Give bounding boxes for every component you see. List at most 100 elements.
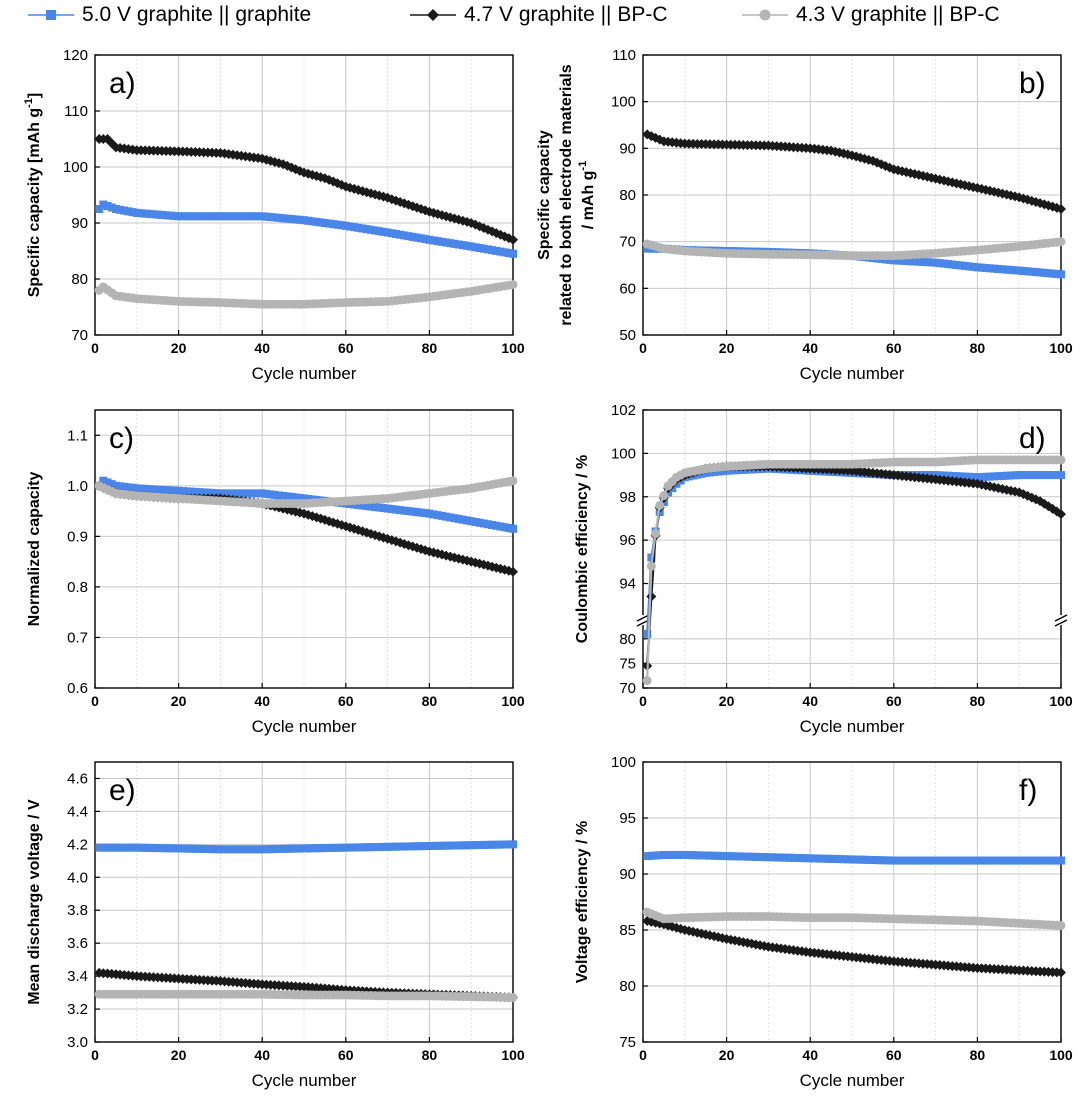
point-b-s0-88: [1011, 266, 1020, 275]
point-c-s0-29: [216, 489, 225, 498]
panel-f: 0 20 40 60 80 100 75 80 85 90 95 100 Cycle number Vol…: [574, 754, 1073, 1090]
point-d-s0-1: [647, 553, 656, 562]
point-d-s0-91: [1023, 471, 1032, 480]
point-e-s0-74: [404, 842, 413, 851]
point-f-s0-97: [1048, 856, 1057, 865]
y-tick-label-f-2: 85: [619, 922, 636, 939]
y-tick-label-d-7: 102: [611, 402, 636, 419]
point-f-s0-95: [1040, 856, 1049, 865]
point-e-s0-8: [128, 843, 137, 852]
plot-frame-f: [642, 761, 1062, 1043]
point-d-s2-0: [642, 676, 652, 686]
point-f-s0-60: [893, 856, 902, 865]
point-e-s0-5: [116, 843, 125, 852]
y-tick-label-f-1: 80: [619, 978, 636, 995]
point-b-s0-81: [981, 263, 990, 272]
point-f-s0-19: [722, 852, 731, 861]
point-c-s0-15: [157, 485, 166, 494]
y-tick-label-e-0: 3.0: [67, 1034, 88, 1051]
point-d-s0-81: [981, 472, 990, 481]
point-b-s0-61: [898, 256, 907, 265]
point-c-s0-2: [103, 478, 112, 487]
point-e-s0-4: [111, 843, 120, 852]
y-tick-label-f-5: 100: [611, 754, 636, 771]
point-f-s0-2: [651, 851, 660, 860]
point-b-s0-89: [1015, 266, 1024, 275]
point-f-s0-29: [764, 853, 773, 862]
point-e-s0-26: [203, 845, 212, 854]
point-f-s0-61: [898, 856, 907, 865]
point-a-s0-40: [262, 212, 271, 221]
point-f-s0-65: [914, 856, 923, 865]
point-a-s0-84: [446, 239, 455, 248]
x-tick-label-c-3: 60: [338, 693, 354, 709]
point-f-s0-62: [902, 856, 911, 865]
point-e-s0-49: [300, 844, 308, 853]
x-tick-label-c-1: 20: [171, 693, 187, 709]
plot-frame-c: [94, 409, 514, 689]
point-e-s0-94: [488, 840, 497, 849]
x-axis-label-b: Cycle number: [800, 364, 905, 383]
point-a-s0-6: [120, 206, 129, 215]
point-d-s0-86: [1002, 471, 1011, 480]
point-e-s0-34: [237, 845, 246, 854]
point-e-s0-18: [170, 844, 179, 853]
point-f-s0-45: [831, 854, 840, 863]
point-f-s0-33: [781, 853, 790, 862]
point-b-s0-68: [927, 258, 936, 267]
point-a-s0-35: [241, 212, 250, 221]
point-f-s0-36: [793, 853, 802, 862]
legend-label: 4.7 V graphite || BP-C: [464, 3, 668, 26]
point-c-s0-11: [141, 484, 150, 493]
point-c-s0-89: [467, 517, 476, 526]
point-c-s0-16: [162, 486, 171, 495]
point-c-s0-81: [433, 511, 442, 520]
point-c-s0-44: [279, 491, 288, 500]
point-c-s0-34: [237, 489, 246, 498]
x-tick-label-c-4: 80: [422, 693, 438, 709]
point-a-s0-3: [107, 203, 116, 212]
point-f-s0-59: [889, 856, 898, 865]
y-tick-label-e-8: 4.6: [67, 770, 88, 787]
point-a-s0-39: [258, 212, 267, 221]
plot-frame-a: [94, 54, 514, 336]
point-e-s0-69: [383, 842, 392, 851]
point-d-s0-85: [998, 471, 1007, 480]
legend-item-5v-graphite: 5.0 V graphite || graphite: [28, 2, 311, 28]
point-d-s0-88: [1011, 471, 1020, 480]
point-a-s0-59: [341, 221, 350, 230]
point-f-s0-74: [952, 856, 961, 865]
x-tick-label-a-0: 0: [91, 340, 99, 356]
point-c-s0-88: [463, 516, 472, 525]
point-e-s0-41: [266, 845, 275, 854]
y-tick-label-e-6: 4.2: [67, 836, 88, 853]
point-b-s0-60: [893, 256, 902, 265]
point-a-s0-87: [458, 241, 467, 250]
point-e-s0-40: [262, 845, 271, 854]
point-e-s0-86: [454, 841, 463, 850]
point-d-s0-89: [1015, 471, 1024, 480]
point-a-s0-12: [145, 209, 154, 218]
point-a-s0-5: [116, 205, 125, 214]
point-f-s0-11: [689, 851, 698, 860]
y-axis-label-superscript: -1: [23, 98, 35, 108]
point-a-s0-97: [500, 248, 509, 257]
point-a-s0-68: [379, 227, 388, 236]
x-tick-label-d-3: 60: [886, 693, 902, 709]
point-b-s1-99: [1056, 204, 1066, 214]
point-d-s0-82: [985, 472, 994, 481]
point-b-s0-69: [931, 258, 940, 267]
point-f-s0-17: [714, 851, 723, 860]
panel-e: 0 20 40 60 80 100 3.0 3.2 3.4 3.6 3.8 4.0 4.2 4.4 4.6 C…: [26, 761, 525, 1090]
point-a-s0-57: [333, 220, 342, 229]
panel-c: 0 20 40 60 80 100 0.6 0.7 0.8 0.9 1.0 1.1 Cycle numb…: [26, 409, 525, 736]
point-c-s0-12: [145, 485, 154, 494]
point-e-s0-28: [212, 845, 221, 854]
point-a-s0-24: [195, 212, 204, 221]
point-e-s0-99: [509, 840, 517, 849]
x-tick-label-a-3: 60: [338, 340, 354, 356]
point-e-s0-97: [500, 840, 509, 849]
x-tick-label-e-0: 0: [91, 1047, 99, 1063]
point-a-s0-42: [270, 213, 279, 222]
point-e-s0-63: [358, 843, 367, 852]
